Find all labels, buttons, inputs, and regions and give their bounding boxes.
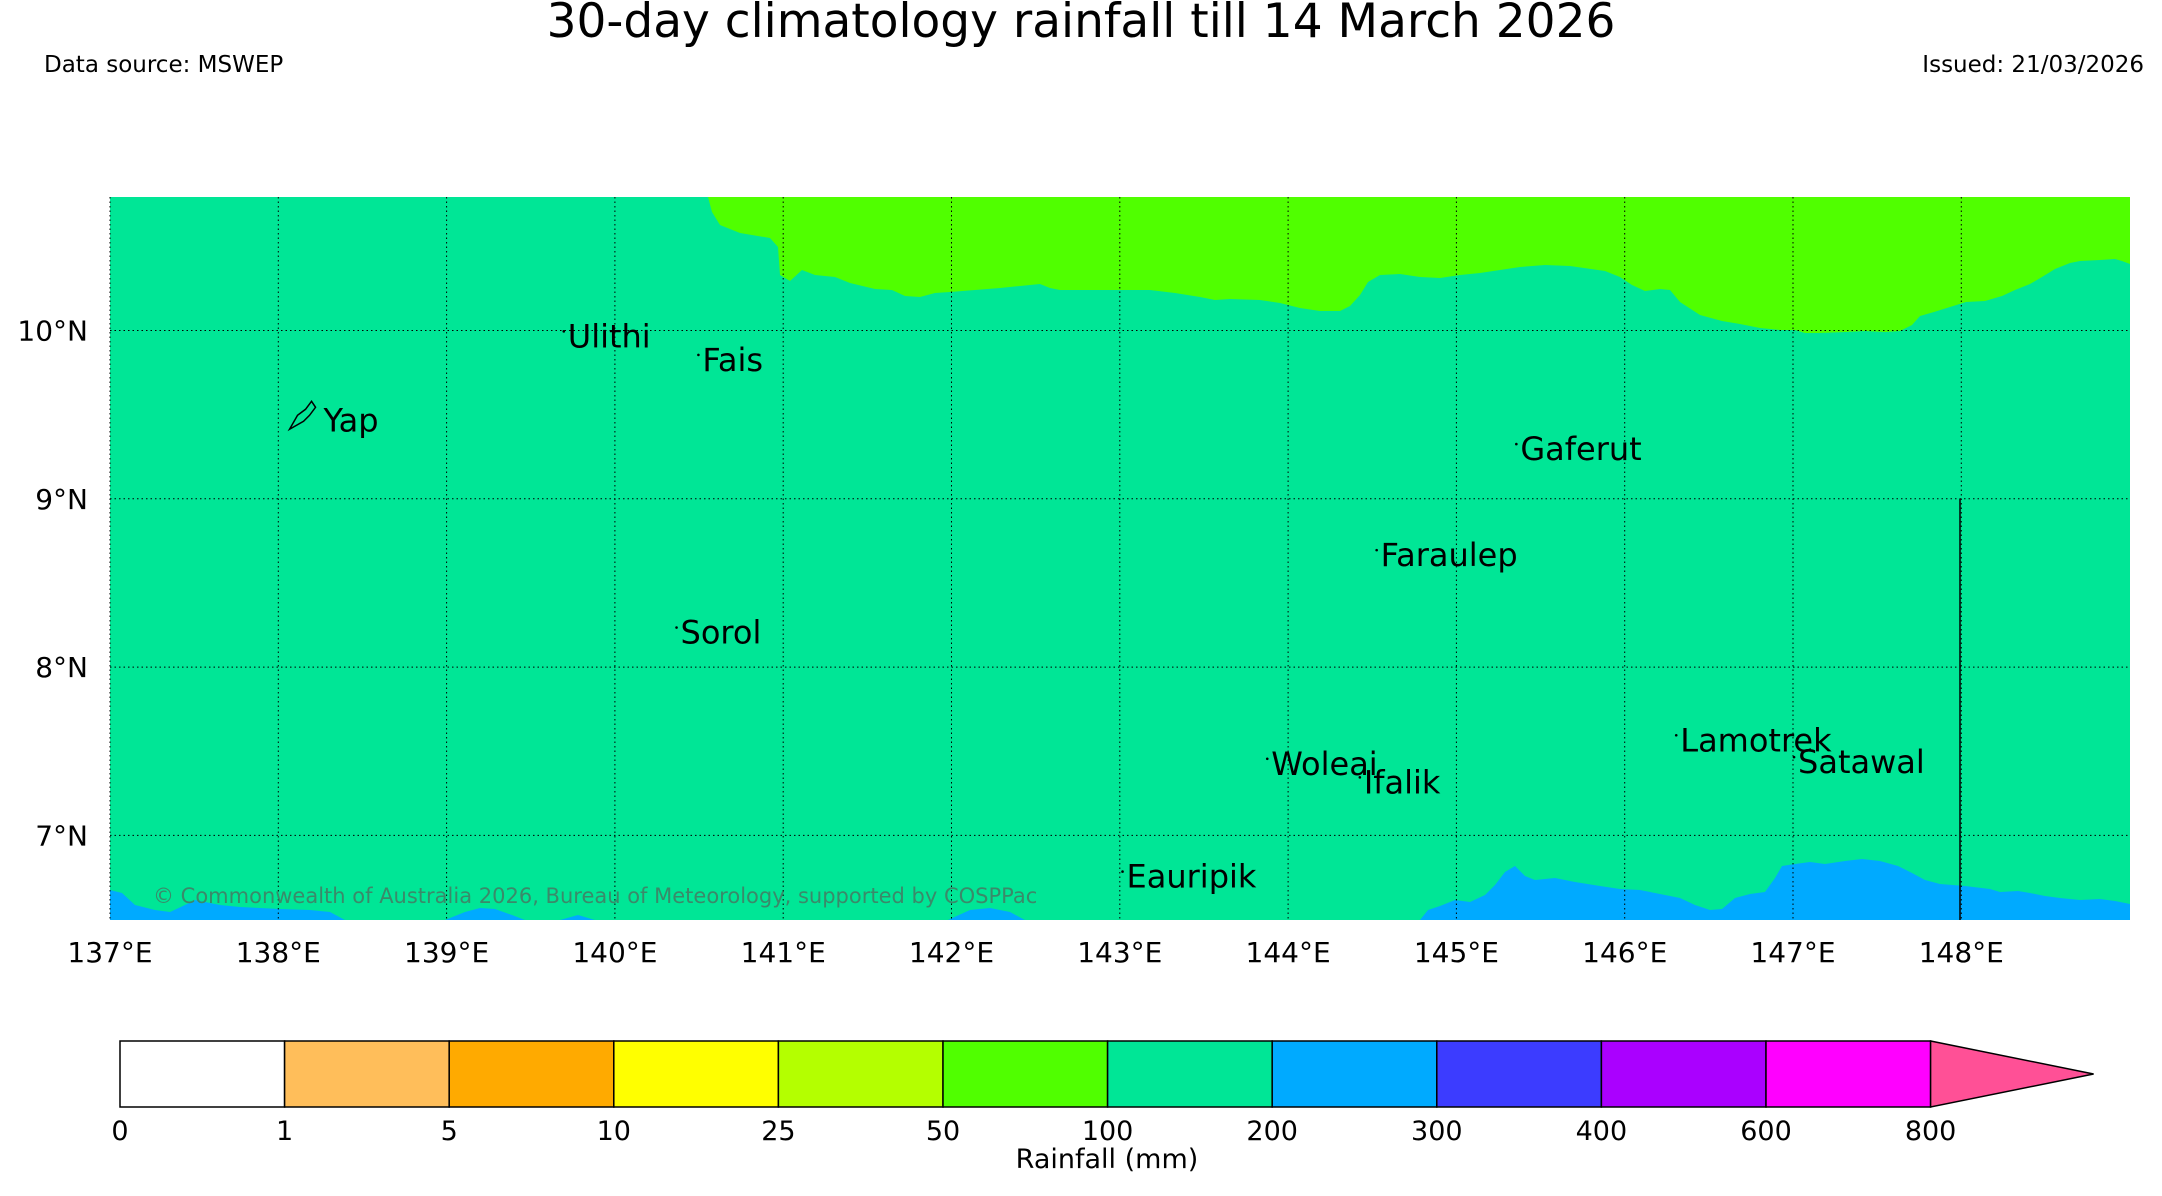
colorbar-tick-label: 1 xyxy=(276,1116,293,1147)
colorbar-bin xyxy=(1436,1040,1603,1108)
island-sorol: Sorol xyxy=(675,614,761,652)
island-outline xyxy=(287,399,317,432)
lon-tick-label: 137°E xyxy=(67,936,152,969)
colorbar-bin xyxy=(942,1040,1109,1108)
copyright-notice: © Commonwealth of Australia 2026, Bureau… xyxy=(153,884,1037,908)
island-label: Eauripik xyxy=(1127,858,1257,896)
map-gridlines xyxy=(109,197,2130,920)
lat-tick-label: 9°N xyxy=(35,483,88,516)
island-label: Ifalik xyxy=(1364,763,1441,801)
lon-tick-label: 144°E xyxy=(1246,936,1331,969)
island-eauripik: Eauripik xyxy=(1121,858,1257,896)
colorbar-bin xyxy=(119,1040,286,1108)
colorbar-overflow-arrow xyxy=(1929,1040,2094,1108)
island-dot xyxy=(1674,733,1678,737)
colorbar-bin xyxy=(1600,1040,1767,1108)
colorbar-tick-label: 0 xyxy=(111,1116,128,1147)
colorbar-bin xyxy=(448,1040,615,1108)
island-dot xyxy=(1265,757,1269,761)
rainfall-zone-50-100 xyxy=(708,197,2130,333)
island-ifalik: Ifalik xyxy=(1358,763,1441,801)
lon-tick-label: 140°E xyxy=(572,936,657,969)
colorbar-tick-label: 25 xyxy=(761,1116,795,1147)
colorbar-tick-label: 300 xyxy=(1411,1116,1463,1147)
island-dot xyxy=(1792,755,1796,759)
colorbar-bin xyxy=(1765,1040,1932,1108)
island-label: Gaferut xyxy=(1520,430,1641,468)
lon-tick-label: 141°E xyxy=(741,936,826,969)
lon-tick-label: 143°E xyxy=(1077,936,1162,969)
colorbar-tick-label: 10 xyxy=(597,1116,631,1147)
island-yap: Yap xyxy=(287,399,379,439)
island-faraulep: Faraulep xyxy=(1375,536,1518,574)
colorbar-legend: 0 1 5 10 25 50 100 200 300 400 600 800 xyxy=(111,1040,2094,1147)
issued-date-label: Issued: 21/03/2026 xyxy=(1922,52,2144,78)
lon-tick-label: 139°E xyxy=(404,936,489,969)
lat-tick-label: 7°N xyxy=(35,819,88,852)
lat-tick-label: 10°N xyxy=(17,315,88,348)
map-islands: Yap Ulithi Fais Gaferut Faraulep Sorol WoleaiI… xyxy=(287,317,1925,896)
island-dot xyxy=(562,330,566,333)
colorbar-label: Rainfall (mm) xyxy=(1016,1144,1199,1175)
island-label: Ulithi xyxy=(568,317,651,355)
island-label: Satawal xyxy=(1798,743,1925,781)
map-title: 30-day climatology rainfall till 14 Marc… xyxy=(546,0,1616,49)
island-label: Lamotrek xyxy=(1680,721,1832,759)
island-dot xyxy=(1358,776,1362,779)
rainfall-zone-200-300-2 xyxy=(445,908,525,920)
lon-tick-label: 147°E xyxy=(1750,936,1835,969)
colorbar-tick-label: 5 xyxy=(441,1116,458,1147)
rainfall-zone-200-300-5 xyxy=(1420,859,2130,920)
colorbar-tick-label: 200 xyxy=(1246,1116,1298,1147)
colorbar-bin xyxy=(777,1040,944,1108)
island-fais: Fais xyxy=(697,341,763,379)
colorbar-tick-label: 600 xyxy=(1740,1116,1792,1147)
rainfall-zone-200-300-3 xyxy=(560,915,595,920)
colorbar-tick-label: 100 xyxy=(1082,1116,1134,1147)
lon-tick-label: 146°E xyxy=(1582,936,1667,969)
island-label: Sorol xyxy=(681,614,762,652)
colorbar-bin xyxy=(283,1040,450,1108)
island-satawal: Satawal xyxy=(1792,743,1925,781)
island-dot xyxy=(1515,442,1518,446)
colorbar-tick-label: 50 xyxy=(926,1116,960,1147)
island-label: Yap xyxy=(323,401,379,439)
lon-tick-label: 148°E xyxy=(1919,936,2004,969)
island-dot xyxy=(1375,548,1378,552)
colorbar-tick-label: 400 xyxy=(1576,1116,1628,1147)
island-dot xyxy=(675,626,678,629)
lon-tick-label: 142°E xyxy=(909,936,994,969)
island-dot xyxy=(697,353,700,357)
rainfall-zone-200-300-1 xyxy=(110,890,345,920)
colorbar-bin xyxy=(1106,1040,1273,1108)
island-dot xyxy=(1121,870,1124,873)
island-label: Fais xyxy=(702,341,763,379)
map-axis-ticks: 137°E 138°E 139°E 140°E 141°E 142°E 143°E 144°E… xyxy=(17,315,2003,970)
rainfall-zone-200-300-4 xyxy=(948,908,1025,920)
island-ulithi: Ulithi xyxy=(562,317,651,355)
colorbar-bin xyxy=(1271,1040,1438,1108)
island-label: Woleai xyxy=(1271,745,1377,783)
island-gaferut: Gaferut xyxy=(1515,430,1642,468)
data-source-label: Data source: MSWEP xyxy=(44,52,284,78)
island-label: Faraulep xyxy=(1381,536,1518,574)
colorbar-tick-label: 800 xyxy=(1905,1116,1957,1147)
lon-tick-label: 138°E xyxy=(236,936,321,969)
colorbar-bin xyxy=(613,1040,780,1108)
island-lamotrek: Lamotrek xyxy=(1674,721,1832,759)
lat-tick-label: 8°N xyxy=(35,651,88,684)
lon-tick-label: 145°E xyxy=(1414,936,1499,969)
